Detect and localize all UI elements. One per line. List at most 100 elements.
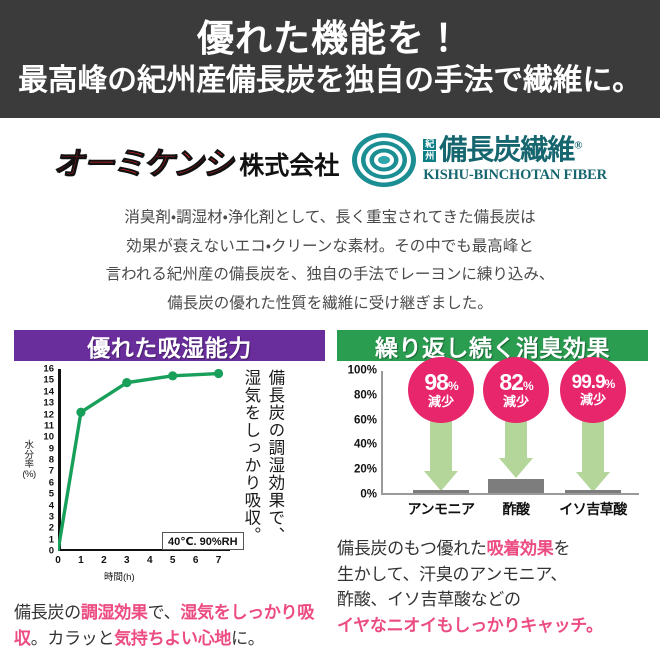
x-tick: 1: [78, 555, 84, 566]
y-tick: 11: [43, 420, 54, 432]
left-caption: 備長炭の調湿効果で、湿気をしっかり吸収。カラッと気持ちよい心地に。: [14, 600, 334, 651]
right-caption-seg3: を: [553, 539, 571, 558]
vertical-note-2: 湿気をしっかり吸収。: [241, 369, 260, 544]
data-point: [76, 407, 86, 417]
right-caption-line-2: 生かして、汗臭のアンモニア、: [337, 564, 568, 584]
line-chart-x-ticks: 0 1 2 3 4 5 6 7: [55, 555, 238, 569]
bar-chart-y-axis: [381, 371, 383, 495]
bar: [488, 478, 544, 494]
y-tick: 20%: [353, 463, 377, 476]
header-title: 優れた機能を！: [197, 19, 463, 61]
binchotan-main-row: 紀 州 備長炭繊維®: [423, 134, 582, 166]
badge-unit: %: [522, 378, 534, 393]
omikenshi-brand-text: オーミケンシ: [53, 145, 234, 181]
binchotan-main-label: 備長炭繊維: [439, 134, 575, 166]
badge-sublabel: 減少: [502, 393, 529, 409]
data-point: [168, 371, 178, 381]
header-banner: 優れた機能を！ 最高峰の紀州産備長炭を独自の手法で繊維に。: [0, 0, 660, 118]
panel-left-title: 優れた吸湿能力: [14, 330, 325, 361]
data-point: [213, 369, 224, 379]
right-caption: 備長炭のもつ優れた吸着効果を 生かして、汗臭のアンモニア、 酢酸、イソ吉草酸など…: [337, 536, 657, 638]
panel-deodorizing-effect: 繰り返し続く消臭効果 0% 20% 40% 60% 80% 100% 98% 減少 82% 減少…: [337, 330, 648, 527]
reduction-badge: 99.9% 減少: [562, 359, 624, 421]
intro-line-3: 言われる紀州産の備長炭を、独自の手法でレーヨンに練り込み、: [105, 266, 555, 284]
line-chart-y-axis-title: 水分率(%): [22, 440, 36, 481]
y-tick: 2: [48, 522, 54, 534]
vertical-note-1: 備長炭の調湿効果で、: [265, 369, 284, 544]
kishu-char-2: 州: [423, 151, 437, 162]
data-point: [122, 378, 132, 388]
intro-paragraph: 消臭剤・調湿材・浄化剤として、長く重宝されてきた備長炭は 効果が衰えないエコ・ク…: [0, 204, 660, 319]
kishu-char-1: 紀: [423, 139, 437, 150]
binchotan-fiber-logo: 紀 州 備長炭繊維® KISHU-BINCHOTAN FIBER: [351, 132, 607, 188]
y-tick: 80%: [353, 389, 377, 402]
y-tick: 4: [48, 499, 54, 511]
line-chart-x-axis-title: 時間(h): [104, 572, 135, 583]
y-tick: 9: [48, 442, 54, 454]
y-tick: 15: [43, 374, 54, 386]
right-caption-highlight: 吸着効果: [486, 539, 554, 558]
intro-line-2: 効果が衰えないエコ・クリーンな素材。その中でも最高峰と: [126, 237, 534, 255]
omikenshi-logo: オーミケンシ 株式会社: [53, 138, 340, 183]
badge-value: 82%: [499, 368, 534, 395]
right-caption-line-1: 備長炭のもつ優れた吸着効果を: [337, 536, 657, 562]
registered-mark-icon: ®: [574, 139, 582, 152]
left-caption-highlight-3: 気持ちよい心地: [114, 628, 232, 648]
x-tick: 4: [146, 555, 153, 566]
y-tick: 16: [43, 363, 54, 375]
bar: [565, 490, 621, 494]
badge-value: 99.9%: [571, 371, 616, 393]
concentric-ellipse-rings-icon: [351, 132, 417, 188]
right-caption-line-4: イヤなニオイもしっかりキャッチ。: [337, 615, 603, 635]
y-tick: 0%: [360, 488, 377, 501]
y-tick: 3: [48, 511, 54, 523]
badge-sublabel: 減少: [427, 393, 454, 409]
logo-bar: オーミケンシ 株式会社 紀 州: [0, 118, 660, 202]
y-tick: 10: [43, 431, 54, 443]
bar-chart-y-ticks: 0% 20% 40% 60% 80% 100%: [337, 365, 377, 500]
intro-line-4: 備長炭の優れた性質を繊維に受け継ぎました。: [167, 295, 493, 313]
badge-unit: %: [447, 378, 459, 393]
line-chart-plot-area: [58, 369, 230, 551]
right-caption-seg1: 備長炭のもつ優れた: [337, 539, 487, 558]
left-caption-seg5: 。カラッと: [30, 628, 115, 648]
line-chart-condition-note: 40℃. 90%RH: [162, 532, 244, 550]
line-chart-y-ticks: 0 1 2 3 4 5 6 7 8 9 10 11 12 13 14 15 16: [38, 364, 54, 555]
y-tick: 12: [43, 408, 54, 420]
line-chart-y-axis: [58, 369, 61, 551]
y-tick: 5: [48, 488, 54, 500]
reduction-badge: 82% 減少: [485, 359, 547, 421]
right-caption-line-3: 酢酸、イソ吉草酸などの: [337, 590, 521, 609]
bar: [413, 490, 469, 494]
left-caption-seg3: で、: [147, 603, 181, 622]
x-tick: 6: [192, 555, 199, 566]
panel-moisture-absorption: 優れた吸湿能力 水分率(%) 0 1 2 3 4 5 6 7 8 9 10 11 12 13 14 15 16 …: [14, 330, 325, 597]
x-tick: 3: [124, 555, 130, 566]
bar-chart-deodorizing: 0% 20% 40% 60% 80% 100% 98% 減少 82% 減少 99.9% 減少 アンモ…: [337, 359, 648, 527]
y-tick: 8: [48, 454, 54, 466]
intro-line-1: 消臭剤・調湿材・浄化剤として、長く重宝されてきた備長炭は: [124, 209, 536, 226]
line-series: [58, 371, 219, 551]
x-tick: 5: [169, 555, 176, 566]
y-tick: 13: [43, 397, 54, 409]
line-chart-x-axis: [58, 548, 230, 551]
x-tick: 7: [215, 555, 222, 566]
y-tick: 0: [48, 545, 54, 557]
y-tick: 6: [48, 477, 54, 488]
y-tick: 100%: [347, 364, 377, 377]
y-tick: 60%: [353, 413, 377, 426]
binchotan-wordmark: 紀 州 備長炭繊維® KISHU-BINCHOTAN FIBER: [423, 134, 607, 184]
category-label: アンモニア: [407, 501, 475, 517]
header-subtitle: 最高峰の紀州産備長炭を独自の手法で繊維に。: [18, 64, 642, 98]
y-tick: 7: [48, 465, 54, 477]
y-tick: 14: [43, 386, 54, 397]
x-tick: 2: [101, 555, 107, 566]
left-caption-highlight-2: 湿気をしっかり吸収: [14, 603, 314, 648]
binchotan-main-text: 備長炭繊維®: [439, 134, 582, 166]
reduction-badge: 98% 減少: [410, 359, 472, 421]
left-caption-highlight-1: 調湿効果: [80, 603, 148, 622]
bar-chart-plot-area: 98% 減少 82% 減少 99.9% 減少: [381, 359, 639, 495]
badge-value: 98%: [424, 368, 459, 395]
